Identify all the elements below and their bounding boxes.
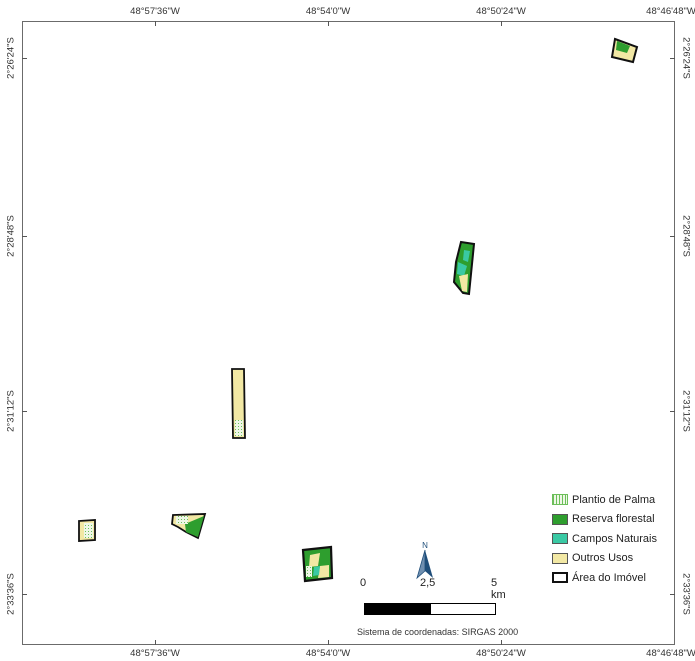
legend: Plantio de Palma Reserva florestal Campo… [552, 490, 657, 588]
legend-label: Outros Usos [572, 552, 634, 565]
frame-tick [501, 640, 502, 645]
frame-tick [328, 21, 329, 26]
top-longitude-label: 48°54'0"W [305, 6, 351, 17]
scale-label-mid: 2,5 [420, 577, 436, 589]
parcel-center-tall [231, 368, 246, 439]
reserva-swatch [552, 513, 568, 525]
parcel-south-central [171, 513, 207, 540]
frame-tick [501, 21, 502, 26]
palma-swatch [552, 494, 568, 506]
frame-tick [22, 58, 27, 59]
bottom-longitude-label: 48°57'36"W [130, 648, 180, 659]
frame-tick [155, 21, 156, 26]
bottom-longitude-label: 48°50'24"W [476, 648, 526, 659]
frame-tick [22, 236, 27, 237]
scale-segment-light [430, 603, 496, 615]
frame-tick [670, 236, 675, 237]
area-swatch [552, 572, 568, 584]
parcel-central-east [452, 240, 476, 296]
frame-tick [670, 411, 675, 412]
north-arrow: N [414, 538, 436, 587]
scale-label-zero: 0 [360, 577, 367, 589]
coordinate-system-note: Sistema de coordenadas: SIRGAS 2000 [357, 627, 519, 637]
top-longitude-label: 48°46'48"W [646, 6, 695, 17]
bottom-longitude-label: 48°54'0"W [305, 648, 351, 659]
legend-label: Reserva florestal [572, 513, 655, 526]
scale-label-end: 5 km [491, 577, 506, 601]
legend-label: Área do Imóvel [572, 571, 646, 584]
parcel-southwest [78, 519, 96, 542]
legend-item-palma: Plantio de Palma [552, 490, 657, 510]
bottom-longitude-label: 48°46'48"W [646, 648, 695, 659]
scale-segment-dark [364, 603, 432, 615]
frame-tick [22, 411, 27, 412]
legend-item-area: Área do Imóvel [552, 568, 657, 588]
parcel-south [301, 545, 334, 583]
north-arrow-icon: N [416, 541, 433, 580]
legend-item-reserva: Reserva florestal [552, 510, 657, 530]
frame-tick [22, 594, 27, 595]
frame-tick [670, 594, 675, 595]
top-longitude-label: 48°57'36"W [130, 6, 180, 17]
parcel-northeast [610, 37, 639, 64]
legend-label: Campos Naturais [572, 532, 657, 545]
outros-swatch [552, 552, 568, 564]
frame-tick [155, 640, 156, 645]
legend-item-outros: Outros Usos [552, 549, 657, 569]
legend-item-campos: Campos Naturais [552, 529, 657, 549]
legend-label: Plantio de Palma [572, 493, 656, 506]
top-longitude-label: 48°50'24"W [476, 6, 526, 17]
campos-swatch [552, 533, 568, 545]
frame-tick [328, 640, 329, 645]
frame-tick [670, 58, 675, 59]
north-label: N [422, 541, 428, 550]
